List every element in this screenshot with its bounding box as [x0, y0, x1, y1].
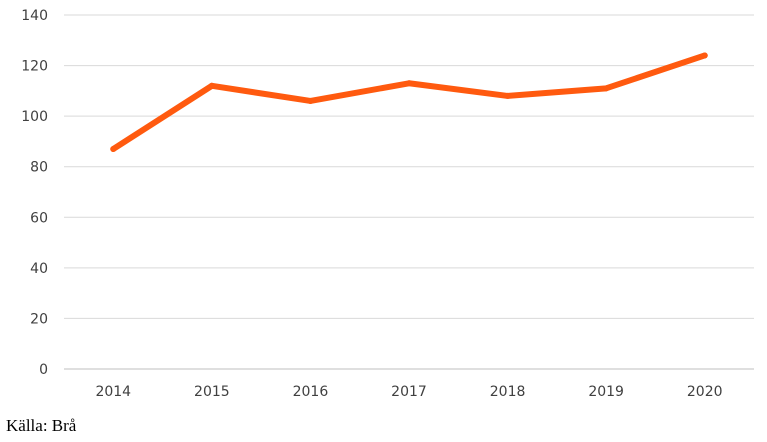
x-tick-label: 2020	[687, 384, 723, 400]
data-point	[701, 52, 708, 59]
x-axis-tick-labels: 2014 2015 2016 2017 2018 2019 2020	[95, 384, 722, 400]
y-tick-label: 0	[39, 362, 48, 378]
x-tick-label: 2018	[490, 384, 526, 400]
y-tick-label: 80	[30, 160, 48, 176]
y-tick-label: 120	[21, 59, 48, 75]
y-tick-label: 40	[30, 261, 48, 277]
data-point	[406, 80, 412, 87]
y-tick-label: 140	[21, 8, 48, 24]
series-line	[110, 52, 708, 153]
series-lines	[110, 52, 708, 153]
x-tick-label: 2015	[194, 384, 230, 400]
x-tick-label: 2019	[588, 384, 624, 400]
source-note: Källa: Brå	[6, 416, 77, 435]
data-point	[208, 82, 215, 89]
y-axis-tick-labels: 0 20 40 60 80 100 120 140	[21, 8, 48, 378]
y-tick-label: 60	[30, 210, 48, 226]
data-point	[504, 92, 511, 99]
x-tick-label: 2016	[293, 384, 329, 400]
data-point	[307, 97, 314, 104]
x-tick-label: 2017	[391, 384, 427, 400]
data-point	[603, 85, 610, 92]
gridlines	[64, 14, 754, 370]
y-tick-label: 100	[21, 109, 48, 125]
y-tick-label: 20	[30, 311, 48, 327]
x-tick-label: 2014	[95, 384, 131, 400]
data-point	[110, 146, 117, 153]
